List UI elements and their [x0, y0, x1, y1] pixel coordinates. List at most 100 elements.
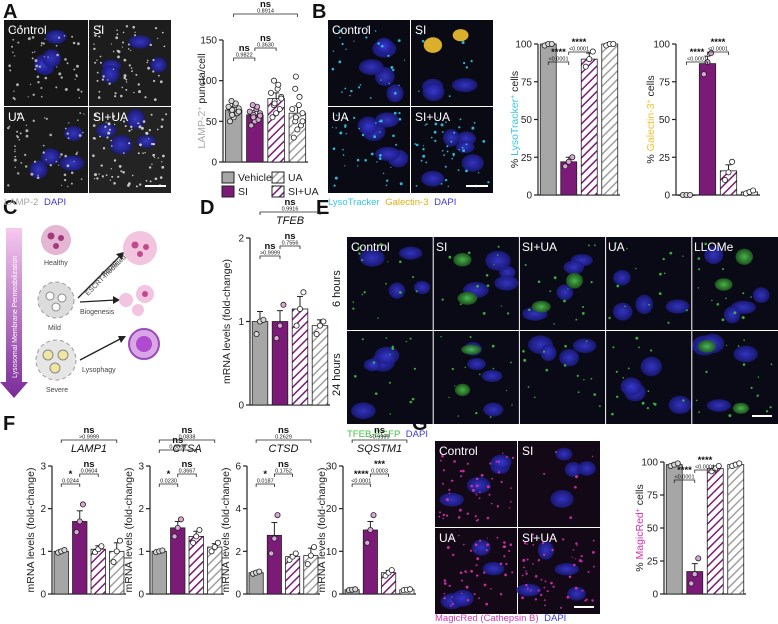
data-point	[226, 118, 233, 125]
bar-si	[271, 321, 289, 406]
puncta	[451, 479, 454, 482]
y-tick-label: 50	[659, 115, 671, 126]
data-point	[276, 106, 283, 113]
puncta	[385, 184, 388, 187]
puncta	[148, 138, 150, 140]
data-point	[407, 586, 414, 593]
puncta	[63, 35, 66, 37]
puncta	[465, 66, 469, 69]
puncta	[585, 340, 588, 343]
puncta	[16, 112, 20, 116]
puncta	[127, 48, 130, 50]
puncta	[333, 184, 336, 187]
bar-siua	[706, 468, 724, 595]
y-tick-label: 4	[235, 504, 241, 515]
puncta	[151, 142, 154, 146]
puncta	[658, 292, 662, 295]
puncta	[77, 42, 80, 46]
cell-nucleus	[109, 135, 133, 155]
puncta	[394, 92, 397, 95]
p-value-label: >0.9999	[260, 251, 280, 257]
puncta	[467, 251, 471, 255]
new-lysosome-core-icon	[142, 291, 148, 297]
y-label-sup: +	[635, 508, 642, 512]
y-tick-label: 50	[206, 117, 218, 128]
puncta	[14, 149, 16, 151]
puncta	[575, 475, 578, 479]
puncta	[73, 68, 76, 71]
puncta	[149, 180, 152, 183]
puncta	[542, 350, 546, 353]
puncta	[157, 157, 159, 159]
puncta	[590, 281, 593, 284]
puncta	[527, 386, 530, 388]
lmp-gradient-arrow	[0, 228, 28, 398]
puncta	[737, 345, 740, 347]
puncta	[728, 414, 732, 418]
puncta	[102, 147, 106, 150]
cell-nucleus	[443, 129, 460, 147]
healthy-lysosome-icon	[53, 243, 59, 249]
puncta	[545, 368, 549, 372]
data-point	[300, 289, 307, 296]
caption-g: MagicRed (Cathepsin B) DAPI	[435, 613, 566, 624]
bar-vehicle	[539, 43, 557, 196]
y-axis-label: LAMP-2+ puncta/cell	[196, 53, 208, 148]
puncta	[114, 92, 117, 95]
puncta	[726, 344, 728, 346]
puncta	[104, 125, 107, 128]
comparison-bracket	[369, 473, 390, 477]
puncta	[566, 595, 570, 599]
cells-e	[351, 242, 773, 420]
y-tick-label: 2	[138, 504, 144, 515]
puncta	[137, 83, 140, 86]
data-point	[691, 571, 698, 578]
puncta	[510, 487, 512, 489]
puncta	[17, 172, 20, 175]
data-point	[610, 41, 617, 48]
data-point	[548, 41, 555, 48]
cell-nucleus	[490, 454, 512, 469]
puncta	[130, 49, 132, 52]
puncta	[695, 399, 698, 402]
data-point	[352, 586, 359, 593]
puncta	[73, 160, 75, 162]
cell-nucleus	[635, 294, 653, 315]
data-point	[177, 516, 184, 523]
puncta	[560, 606, 562, 609]
puncta	[555, 451, 558, 454]
caption-a: LAMP-2 DAPI	[4, 197, 66, 208]
puncta	[29, 83, 32, 86]
comparison-bracket	[273, 473, 294, 477]
puncta	[457, 169, 460, 172]
puncta	[585, 598, 588, 601]
puncta	[342, 154, 345, 156]
puncta	[412, 276, 415, 278]
y-tick-label: 0	[652, 590, 658, 601]
puncta	[36, 176, 40, 179]
puncta	[113, 182, 116, 185]
puncta	[615, 370, 619, 373]
puncta	[108, 82, 111, 85]
puncta	[587, 570, 590, 573]
micro-e-col-siua: SI+UA	[522, 240, 557, 254]
row-label-6h: 6 hours	[331, 270, 343, 307]
puncta	[486, 537, 488, 539]
puncta	[537, 280, 541, 284]
puncta	[370, 152, 374, 156]
puncta	[482, 312, 486, 315]
puncta	[451, 367, 454, 371]
puncta	[152, 58, 155, 62]
puncta	[443, 579, 447, 582]
puncta	[510, 361, 512, 364]
micro-e-col-ua: UA	[608, 240, 625, 254]
caption-b-gal: Galectin-3	[385, 197, 428, 208]
healthy-cell-icon	[41, 225, 71, 255]
puncta	[13, 158, 17, 162]
data-point	[257, 112, 264, 119]
puncta	[34, 51, 36, 53]
puncta	[64, 88, 68, 91]
puncta	[442, 482, 444, 485]
puncta	[125, 78, 128, 81]
